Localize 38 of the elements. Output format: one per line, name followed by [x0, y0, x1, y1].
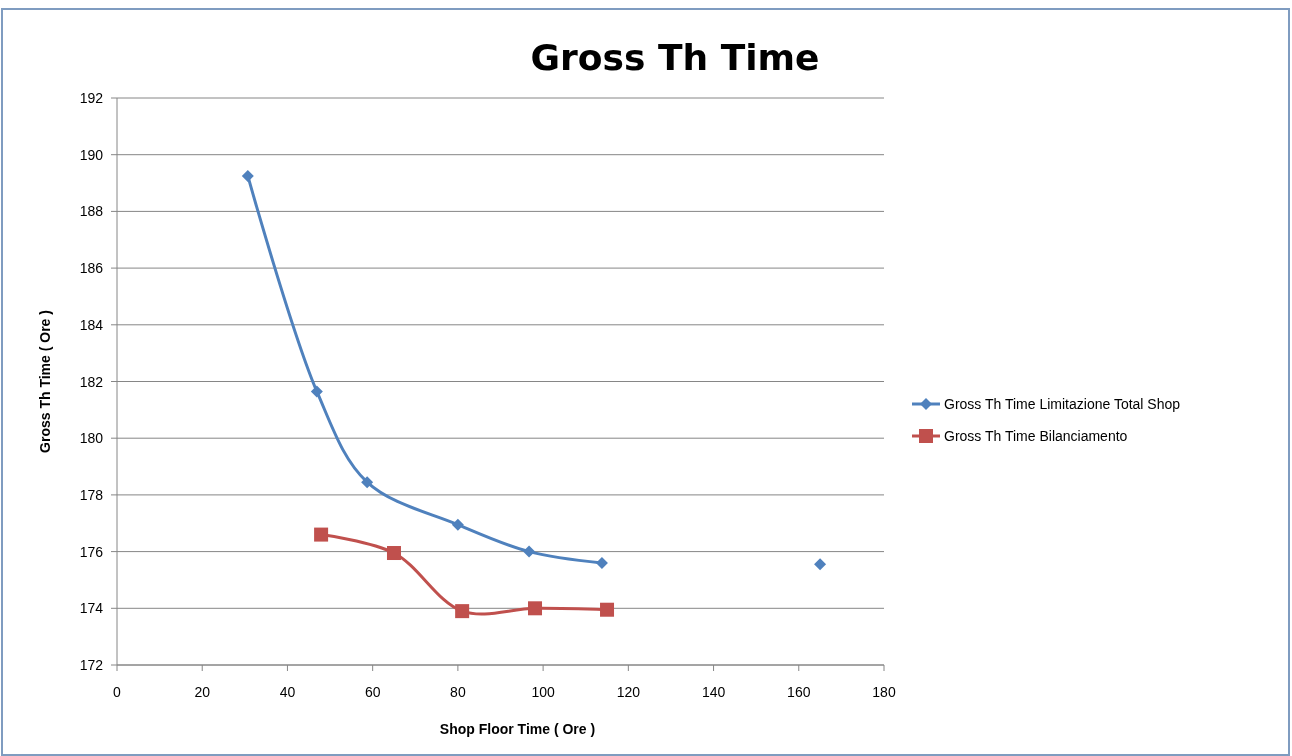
y-tick-label: 184	[79, 316, 104, 333]
y-tick-label: 180	[79, 430, 104, 447]
y-tick-label: 186	[79, 260, 104, 277]
y-tick-label: 172	[79, 657, 104, 673]
point	[314, 527, 329, 542]
y-tick-label: 182	[79, 373, 104, 390]
x-tick-label: 20	[194, 684, 211, 700]
point	[455, 604, 470, 619]
y-tick-label: 188	[79, 203, 104, 220]
point	[595, 556, 608, 569]
y-tick-label: 178	[79, 486, 104, 503]
y-tick-label: 174	[79, 600, 104, 617]
x-tick-label: 160	[787, 684, 811, 700]
y-tick-label: 190	[79, 146, 104, 163]
chart-title: Gross Th Time	[530, 37, 820, 78]
x-tick-label: 80	[450, 684, 466, 700]
point	[386, 546, 401, 561]
x-tick-label: 0	[113, 684, 122, 700]
point	[310, 385, 323, 398]
x-tick-label: 60	[364, 684, 381, 700]
x-axis-title: Shop Floor Time ( Ore )	[439, 721, 596, 737]
point	[451, 518, 464, 531]
x-tick-label: 140	[701, 684, 726, 700]
legend-label: Gross Th Time Bilanciamento	[944, 428, 1128, 444]
point	[523, 545, 536, 558]
x-tick-label: 100	[531, 684, 555, 700]
legend-label: Gross Th Time Limitazione Total Shop	[944, 396, 1181, 412]
y-axis-title: Gross Th Time ( Ore )	[37, 310, 53, 453]
x-tick-label: 40	[279, 684, 296, 700]
point	[528, 601, 543, 616]
point	[600, 602, 615, 617]
point	[241, 169, 254, 182]
y-tick-label: 192	[79, 90, 104, 106]
x-tick-label: 180	[872, 684, 896, 700]
point	[814, 558, 827, 571]
x-tick-label: 120	[616, 684, 641, 700]
point	[361, 476, 374, 489]
y-tick-label: 176	[79, 543, 104, 560]
